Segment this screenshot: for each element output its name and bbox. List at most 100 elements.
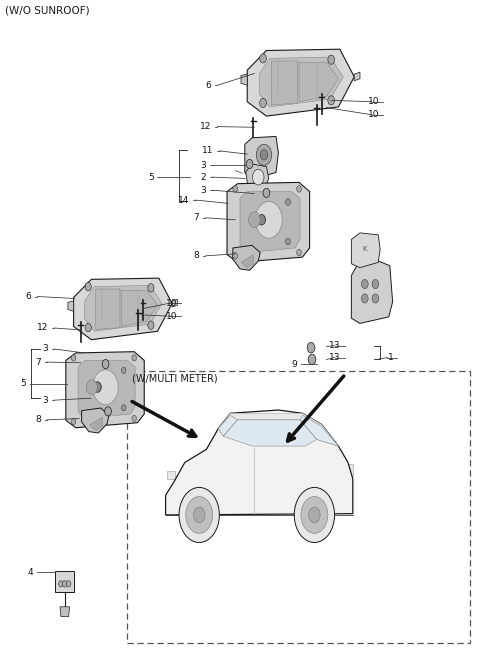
Circle shape — [260, 150, 268, 160]
Circle shape — [258, 215, 265, 225]
Polygon shape — [233, 245, 260, 270]
Circle shape — [286, 199, 290, 205]
Text: 9: 9 — [292, 359, 298, 369]
Circle shape — [255, 201, 282, 238]
Circle shape — [85, 323, 91, 332]
Polygon shape — [300, 415, 338, 446]
Polygon shape — [78, 360, 135, 419]
Polygon shape — [245, 136, 278, 179]
Polygon shape — [82, 408, 109, 433]
Text: (W/MULTI METER): (W/MULTI METER) — [132, 374, 217, 384]
Polygon shape — [227, 182, 310, 262]
Polygon shape — [66, 352, 144, 428]
Circle shape — [132, 415, 136, 421]
Circle shape — [372, 279, 379, 289]
Circle shape — [249, 212, 260, 228]
Polygon shape — [218, 415, 238, 436]
Circle shape — [372, 294, 379, 303]
Text: 14: 14 — [178, 195, 190, 205]
Text: 5: 5 — [21, 379, 26, 388]
Circle shape — [62, 581, 67, 587]
Text: 3: 3 — [42, 344, 48, 354]
Circle shape — [233, 186, 238, 192]
Polygon shape — [218, 413, 338, 446]
Text: 10: 10 — [368, 97, 379, 106]
Polygon shape — [240, 192, 300, 253]
Polygon shape — [166, 410, 353, 515]
Polygon shape — [172, 299, 178, 307]
Circle shape — [86, 380, 97, 395]
Text: 7: 7 — [35, 358, 41, 367]
Circle shape — [328, 55, 335, 64]
Polygon shape — [259, 57, 343, 107]
Polygon shape — [68, 301, 73, 312]
Circle shape — [93, 370, 118, 405]
Circle shape — [121, 367, 126, 373]
Polygon shape — [121, 290, 157, 327]
Text: 7: 7 — [193, 213, 199, 222]
Text: (W/O SUNROOF): (W/O SUNROOF) — [5, 5, 89, 15]
Circle shape — [94, 382, 101, 392]
Circle shape — [263, 188, 270, 197]
Bar — [346, 464, 353, 476]
Circle shape — [132, 355, 136, 361]
Text: 12: 12 — [200, 122, 211, 131]
Polygon shape — [96, 289, 120, 329]
Text: 10: 10 — [166, 298, 178, 308]
Circle shape — [66, 581, 71, 587]
Polygon shape — [241, 255, 253, 268]
Circle shape — [308, 354, 316, 365]
Text: 6: 6 — [205, 81, 211, 90]
Polygon shape — [73, 278, 172, 340]
Circle shape — [297, 249, 301, 256]
Circle shape — [328, 96, 335, 105]
Text: 13: 13 — [329, 341, 341, 350]
Text: 3: 3 — [42, 396, 48, 405]
Circle shape — [309, 507, 320, 523]
Circle shape — [193, 507, 205, 523]
Polygon shape — [90, 417, 102, 430]
Circle shape — [294, 487, 335, 543]
Text: 8: 8 — [193, 251, 199, 260]
Text: 12: 12 — [36, 323, 48, 333]
Circle shape — [71, 419, 76, 424]
Circle shape — [252, 169, 264, 185]
Polygon shape — [84, 285, 162, 331]
Text: K: K — [362, 246, 367, 253]
Text: 4: 4 — [28, 567, 34, 577]
Polygon shape — [351, 260, 393, 323]
Circle shape — [148, 283, 154, 292]
Polygon shape — [354, 72, 360, 81]
Polygon shape — [60, 607, 70, 617]
Circle shape — [260, 98, 266, 108]
Circle shape — [233, 253, 238, 259]
Text: 2: 2 — [201, 173, 206, 182]
Bar — [55, 571, 74, 592]
Polygon shape — [246, 164, 269, 192]
Circle shape — [102, 359, 109, 369]
Polygon shape — [223, 420, 317, 446]
Circle shape — [286, 238, 290, 245]
Text: 1: 1 — [388, 353, 394, 362]
Circle shape — [361, 294, 368, 303]
Circle shape — [246, 159, 253, 169]
Polygon shape — [247, 49, 354, 116]
Circle shape — [105, 407, 111, 416]
Circle shape — [297, 186, 301, 192]
Circle shape — [179, 487, 219, 543]
Circle shape — [148, 321, 154, 329]
Text: 8: 8 — [35, 415, 41, 424]
Polygon shape — [351, 233, 380, 268]
Circle shape — [121, 405, 126, 411]
Polygon shape — [271, 61, 298, 105]
Circle shape — [361, 279, 368, 289]
Circle shape — [71, 355, 76, 361]
Text: 3: 3 — [201, 161, 206, 170]
Text: 5: 5 — [148, 173, 154, 182]
Circle shape — [59, 581, 63, 587]
Text: 3: 3 — [201, 186, 206, 195]
Text: 11: 11 — [202, 146, 214, 155]
Text: 6: 6 — [25, 292, 31, 301]
Circle shape — [256, 144, 272, 165]
Circle shape — [85, 282, 91, 291]
